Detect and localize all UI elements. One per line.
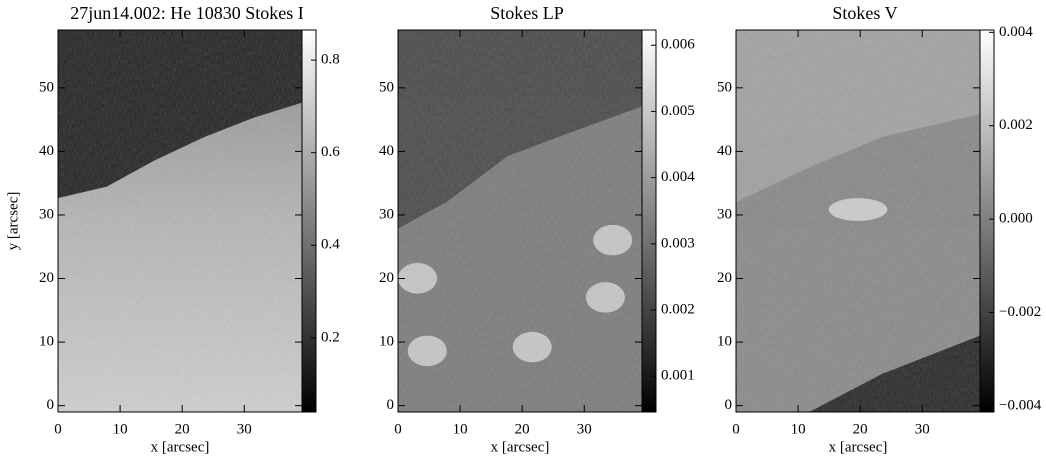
y-tick-label: 20 <box>39 270 54 286</box>
y-tick-label: 0 <box>47 397 55 413</box>
x-tick-label: 30 <box>577 421 592 437</box>
x-tick-label: 0 <box>394 421 402 437</box>
y-tick-label: 40 <box>39 143 54 159</box>
image-noise <box>736 30 980 412</box>
image <box>398 30 642 412</box>
colorbar-tick-label: −0.004 <box>999 397 1042 413</box>
y-tick-label: 40 <box>379 143 394 159</box>
colorbar <box>641 29 657 413</box>
colorbar-tick-label: 0.8 <box>321 52 340 68</box>
colorbar <box>979 29 995 413</box>
x-axis-label: x [arcsec] <box>491 439 550 455</box>
y-tick-label: 30 <box>39 206 54 222</box>
y-tick-label: 20 <box>379 270 394 286</box>
x-tick-label: 20 <box>175 421 190 437</box>
image-noise <box>58 30 302 412</box>
y-tick-label: 0 <box>725 397 733 413</box>
image <box>736 30 980 412</box>
x-tick-label: 10 <box>453 421 468 437</box>
colorbar-tick-label: 0.006 <box>661 37 695 53</box>
colorbar-tick-label: 0.002 <box>661 301 695 317</box>
colorbar-tick-label: 0.6 <box>321 144 340 160</box>
y-axis-label: y [arcsec] <box>5 192 21 251</box>
x-tick-label: 30 <box>237 421 252 437</box>
x-tick-label: 0 <box>54 421 62 437</box>
colorbar-tick-label: 0.001 <box>661 368 695 384</box>
colorbar-tick-label: 0.004 <box>661 169 695 185</box>
colorbar-tick-label: 0.2 <box>321 329 340 345</box>
x-tick-label: 30 <box>915 421 930 437</box>
y-tick-label: 10 <box>379 334 394 350</box>
title: 27jun14.002: He 10830 Stokes I <box>70 3 304 23</box>
x-tick-label: 10 <box>113 421 128 437</box>
image-noise <box>398 30 642 412</box>
title: Stokes V <box>832 3 897 23</box>
y-tick-label: 10 <box>717 334 732 350</box>
y-tick-label: 50 <box>379 79 394 95</box>
y-tick-label: 20 <box>717 270 732 286</box>
y-tick-label: 0 <box>387 397 395 413</box>
x-tick-label: 0 <box>732 421 740 437</box>
y-tick-label: 10 <box>39 334 54 350</box>
colorbar-tick-label: 0.4 <box>321 237 340 253</box>
colorbar-tick-label: −0.002 <box>999 304 1041 320</box>
y-tick-label: 50 <box>39 79 54 95</box>
colorbar-tick-label: 0.003 <box>661 235 695 251</box>
x-axis-label: x [arcsec] <box>829 439 888 455</box>
colorbar-tick-label: 0.005 <box>661 103 695 119</box>
y-tick-label: 40 <box>717 143 732 159</box>
image <box>58 30 302 412</box>
x-tick-label: 20 <box>853 421 868 437</box>
colorbar <box>301 29 317 413</box>
colorbar-tick-label: 0.002 <box>999 117 1033 133</box>
colorbar-tick-label: 0.000 <box>999 211 1033 227</box>
colorbar-tick-label: 0.004 <box>999 24 1033 40</box>
x-axis-label: x [arcsec] <box>151 439 210 455</box>
y-tick-label: 50 <box>717 79 732 95</box>
title: Stokes LP <box>490 3 564 23</box>
x-tick-label: 20 <box>515 421 530 437</box>
y-tick-label: 30 <box>379 206 394 222</box>
x-tick-label: 10 <box>791 421 806 437</box>
y-tick-label: 30 <box>717 206 732 222</box>
